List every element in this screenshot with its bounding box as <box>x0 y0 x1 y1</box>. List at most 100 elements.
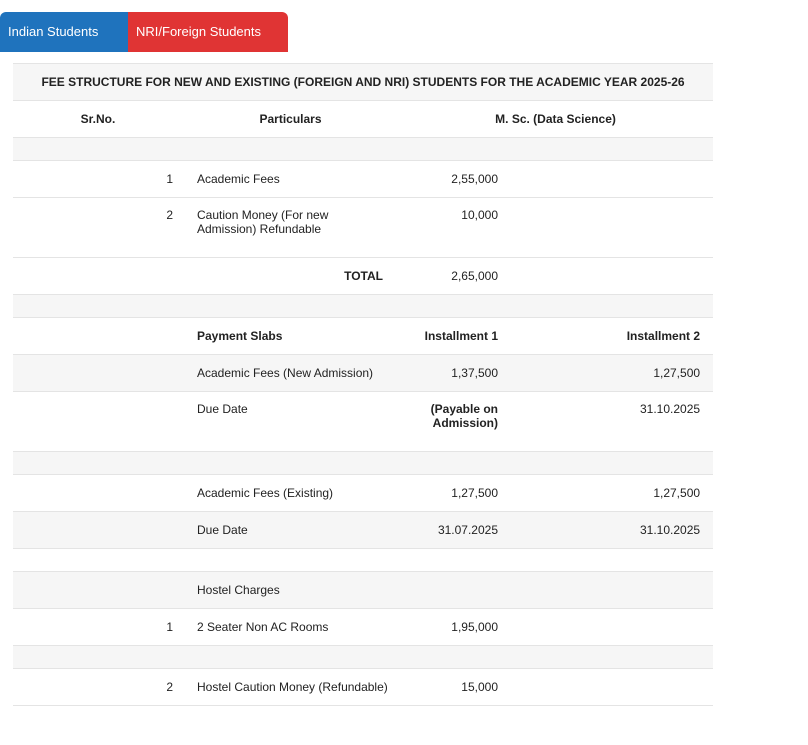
table-cell <box>13 511 183 549</box>
table-row: Due Date (Payable on Admission) 31.10.2025 <box>13 391 714 452</box>
table-cell: 2,55,000 <box>398 160 511 198</box>
cell-text: 2 <box>166 208 173 222</box>
cell-text: 1,95,000 <box>451 620 498 634</box>
table-row <box>13 137 714 161</box>
table-cell <box>511 197 714 258</box>
header-row: Sr.No. Particulars M. Sc. (Data Science) <box>13 100 714 138</box>
table-cell <box>511 451 714 475</box>
table-row: 1 Academic Fees 2,55,000 <box>13 160 714 198</box>
table-cell <box>183 137 398 161</box>
tab[interactable]: Indian Students <box>0 12 128 52</box>
cell-text: Due Date <box>197 523 248 537</box>
table-cell <box>511 257 714 295</box>
table-cell: Caution Money (For new Admission) Refund… <box>183 197 398 258</box>
cell-text: 2,65,000 <box>451 269 498 283</box>
cell-text: 31.10.2025 <box>639 523 701 537</box>
cell-text: Payment Slabs <box>197 329 283 343</box>
table-cell <box>511 608 714 646</box>
cell-text: 15,000 <box>461 680 498 694</box>
table-cell <box>13 645 183 669</box>
table-cell <box>13 548 183 572</box>
table-cell <box>398 571 511 609</box>
cell-text: Academic Fees <box>197 172 280 186</box>
table-cell <box>511 645 714 669</box>
table-cell <box>183 451 398 475</box>
cell-text: 2 <box>166 680 173 694</box>
table-cell: 2 <box>13 197 183 258</box>
cell-text: Hostel Charges <box>197 583 280 597</box>
table-cell: 31.10.2025 <box>511 391 714 452</box>
table-cell: Academic Fees <box>183 160 398 198</box>
header-cell: Sr.No. <box>13 100 183 138</box>
table-cell <box>13 294 183 318</box>
table-cell <box>13 474 183 512</box>
cell-text: Academic Fees (Existing) <box>197 486 334 500</box>
table-cell: 31.10.2025 <box>511 511 714 549</box>
table-title: FEE STRUCTURE FOR NEW AND EXISTING (FORE… <box>13 63 714 101</box>
table-row: TOTAL 2,65,000 <box>13 257 714 295</box>
title-row: FEE STRUCTURE FOR NEW AND EXISTING (FORE… <box>13 63 714 101</box>
cell-text: 31.07.2025 <box>437 523 498 537</box>
header-cell: Particulars <box>183 100 398 138</box>
table-cell: 1,27,500 <box>511 474 714 512</box>
table-cell: TOTAL <box>183 257 398 295</box>
table-row <box>13 451 714 475</box>
table-cell <box>398 548 511 572</box>
table-cell <box>511 294 714 318</box>
table-cell <box>398 645 511 669</box>
table-cell <box>398 294 511 318</box>
table-row: 2 Caution Money (For new Admission) Refun… <box>13 197 714 258</box>
table-cell: 2 <box>13 668 183 706</box>
table-cell <box>183 645 398 669</box>
cell-text: Hostel Caution Money (Refundable) <box>197 680 388 694</box>
cell-text: 1,37,500 <box>451 366 498 380</box>
cell-text: 2,55,000 <box>451 172 498 186</box>
table-cell <box>13 451 183 475</box>
table-cell: 2,65,000 <box>398 257 511 295</box>
table-cell: 1,27,500 <box>398 474 511 512</box>
table-row <box>13 645 714 669</box>
cell-text: Installment 2 <box>626 329 701 343</box>
table-cell: Payment Slabs <box>183 317 398 355</box>
cell-text: 10,000 <box>461 208 498 222</box>
table-row: 2 Hostel Caution Money (Refundable) 15,000 <box>13 668 714 706</box>
table-cell <box>13 391 183 452</box>
table-cell: 1 <box>13 160 183 198</box>
cell-text: Academic Fees (New Admission) <box>197 366 374 380</box>
table-cell: Academic Fees (New Admission) <box>183 354 398 392</box>
cell-text: Due Date <box>197 402 248 416</box>
cell-text: (Payable on Admission) <box>430 402 498 430</box>
table-cell: Hostel Charges <box>183 571 398 609</box>
cell-text: Caution Money (For new Admission) Refund… <box>197 208 329 236</box>
tab-bar: Indian Students NRI/Foreign Students <box>0 12 288 52</box>
table-cell: 15,000 <box>398 668 511 706</box>
table-row: Academic Fees (New Admission) 1,37,500 1,2… <box>13 354 714 392</box>
table-cell: 31.07.2025 <box>398 511 511 549</box>
table-row: 1 2 Seater Non AC Rooms 1,95,000 <box>13 608 714 646</box>
table-cell: Due Date <box>183 391 398 452</box>
table-cell: 1,95,000 <box>398 608 511 646</box>
cell-text: 2 Seater Non AC Rooms <box>197 620 329 634</box>
table-cell: 1 <box>13 608 183 646</box>
table-cell <box>511 137 714 161</box>
table-cell <box>183 294 398 318</box>
header-cell: M. Sc. (Data Science) <box>398 100 714 138</box>
table-cell <box>511 571 714 609</box>
table-cell <box>183 548 398 572</box>
cell-text: 1,27,500 <box>451 486 498 500</box>
table-cell <box>511 548 714 572</box>
table-cell <box>13 317 183 355</box>
table-cell <box>511 160 714 198</box>
table-cell: Academic Fees (Existing) <box>183 474 398 512</box>
table-row: Hostel Charges <box>13 571 714 609</box>
table-cell: Installment 2 <box>511 317 714 355</box>
table-row: Academic Fees (Existing) 1,27,500 1,27,500 <box>13 474 714 512</box>
tab[interactable]: NRI/Foreign Students <box>128 12 288 52</box>
table-cell: (Payable on Admission) <box>398 391 511 452</box>
table-cell: 2 Seater Non AC Rooms <box>183 608 398 646</box>
fee-table: FEE STRUCTURE FOR NEW AND EXISTING (FORE… <box>13 63 714 706</box>
cell-text: 1,27,500 <box>653 366 701 380</box>
table-cell: 1,27,500 <box>511 354 714 392</box>
table-row <box>13 548 714 572</box>
cell-text: 1 <box>166 620 173 634</box>
